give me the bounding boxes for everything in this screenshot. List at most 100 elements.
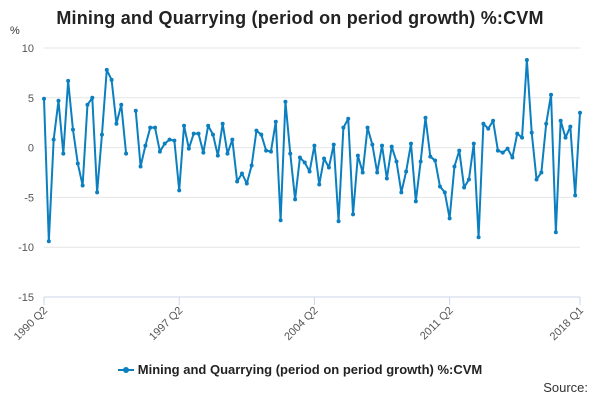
source-label: Source:: [543, 380, 588, 395]
data-point: [133, 108, 138, 113]
data-point: [375, 170, 380, 175]
data-point: [553, 230, 558, 235]
data-point: [491, 118, 496, 123]
legend-swatch: [117, 366, 134, 373]
data-point: [317, 182, 322, 187]
data-point: [462, 185, 467, 190]
data-point: [61, 151, 66, 156]
data-point: [471, 141, 476, 146]
data-point: [370, 142, 375, 147]
data-point: [466, 177, 471, 182]
data-point: [56, 98, 61, 103]
data-point: [114, 121, 119, 126]
legend[interactable]: Mining and Quarrying (period on period g…: [0, 362, 600, 377]
data-point: [70, 127, 75, 132]
data-point: [244, 181, 249, 186]
data-point: [254, 128, 259, 133]
data-point: [148, 125, 153, 130]
data-point: [457, 148, 462, 153]
data-point: [167, 137, 172, 142]
data-point: [273, 119, 278, 124]
data-point: [119, 102, 124, 107]
data-point: [206, 123, 211, 128]
data-point: [558, 118, 563, 123]
data-point: [211, 132, 216, 137]
data-point: [143, 143, 148, 148]
data-point: [578, 110, 582, 115]
data-point: [433, 158, 438, 163]
data-point: [259, 132, 264, 137]
data-point: [215, 153, 220, 158]
data-point: [351, 212, 356, 217]
data-point: [568, 124, 573, 129]
data-point: [380, 143, 385, 148]
data-point: [42, 96, 46, 101]
data-point: [46, 239, 51, 244]
data-point: [539, 170, 544, 175]
data-point: [220, 121, 225, 126]
y-tick-label: -10: [18, 242, 34, 254]
data-point: [495, 148, 500, 153]
data-point: [239, 171, 244, 176]
data-point: [235, 179, 240, 184]
data-point: [365, 125, 370, 130]
data-point: [423, 115, 428, 120]
data-point: [442, 190, 447, 195]
data-point: [278, 218, 283, 223]
data-point: [99, 132, 104, 137]
y-tick-label: 5: [28, 93, 34, 105]
data-point: [399, 190, 404, 195]
data-point: [500, 150, 505, 155]
x-tick-label: 2004 Q2: [282, 305, 320, 343]
data-point: [476, 235, 481, 240]
data-point: [138, 164, 143, 169]
data-point: [563, 135, 568, 140]
data-point: [51, 137, 56, 142]
x-tick-label: 2011 Q2: [418, 305, 456, 343]
data-point: [355, 153, 360, 158]
data-point: [85, 102, 90, 107]
y-tick-label: -15: [18, 292, 34, 304]
data-point: [249, 163, 254, 168]
data-point: [230, 137, 235, 142]
data-point: [544, 121, 549, 126]
data-point: [408, 141, 413, 146]
data-point: [534, 177, 539, 182]
data-point: [264, 148, 269, 153]
data-point: [447, 216, 452, 221]
data-point: [322, 156, 327, 161]
data-point: [201, 150, 206, 155]
data-point: [225, 151, 230, 156]
y-tick-label: -5: [24, 192, 34, 204]
data-point: [162, 141, 167, 146]
data-point: [157, 149, 162, 154]
data-point: [109, 77, 114, 82]
y-axis-unit-label: %: [10, 25, 20, 37]
data-point: [418, 159, 423, 164]
data-point: [437, 184, 442, 189]
legend-label: Mining and Quarrying (period on period g…: [137, 362, 483, 377]
data-point: [573, 193, 578, 198]
data-point: [95, 190, 100, 195]
data-point: [104, 67, 109, 72]
chart-title: Mining and Quarrying (period on period g…: [56, 8, 544, 28]
data-point: [404, 169, 409, 174]
data-point: [80, 183, 85, 188]
data-point: [481, 121, 486, 126]
data-point: [153, 125, 158, 130]
x-tick-label: 1997 Q2: [147, 305, 185, 343]
data-point: [297, 155, 302, 160]
data-point: [524, 57, 529, 62]
data-point: [394, 159, 399, 164]
data-point: [341, 125, 346, 130]
data-point: [186, 146, 191, 151]
y-tick-label: 0: [28, 143, 34, 155]
data-point: [66, 78, 71, 83]
data-point: [549, 92, 554, 97]
data-point: [413, 199, 418, 204]
data-point: [510, 155, 515, 160]
data-point: [182, 123, 187, 128]
data-point: [428, 154, 433, 159]
